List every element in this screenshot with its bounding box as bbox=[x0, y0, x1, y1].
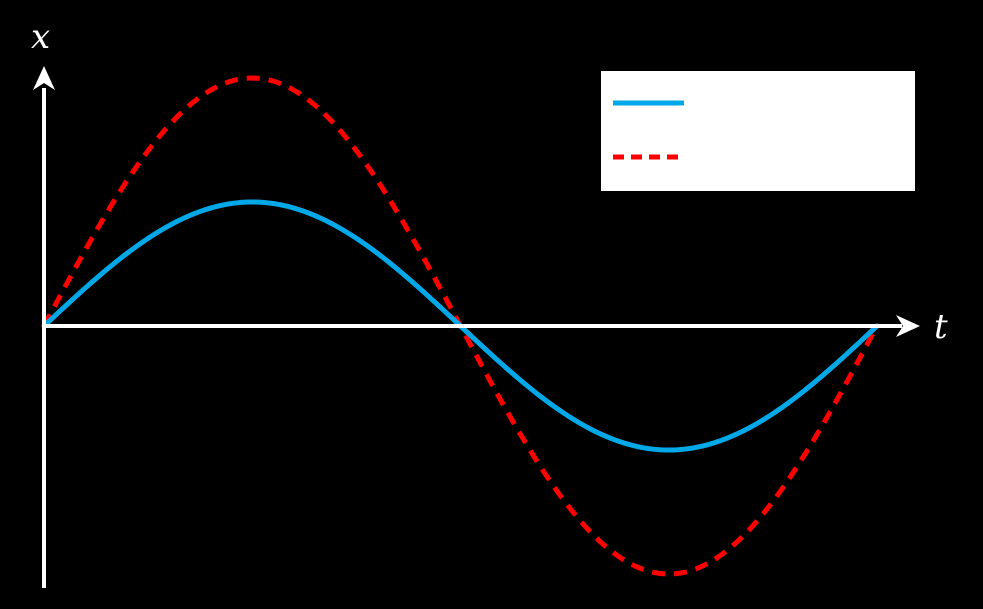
y-axis-arrowhead bbox=[33, 66, 55, 90]
legend-box bbox=[601, 71, 915, 191]
legend bbox=[601, 71, 915, 191]
x-axis-label: t bbox=[934, 307, 948, 347]
y-axis-label: x bbox=[31, 17, 50, 57]
